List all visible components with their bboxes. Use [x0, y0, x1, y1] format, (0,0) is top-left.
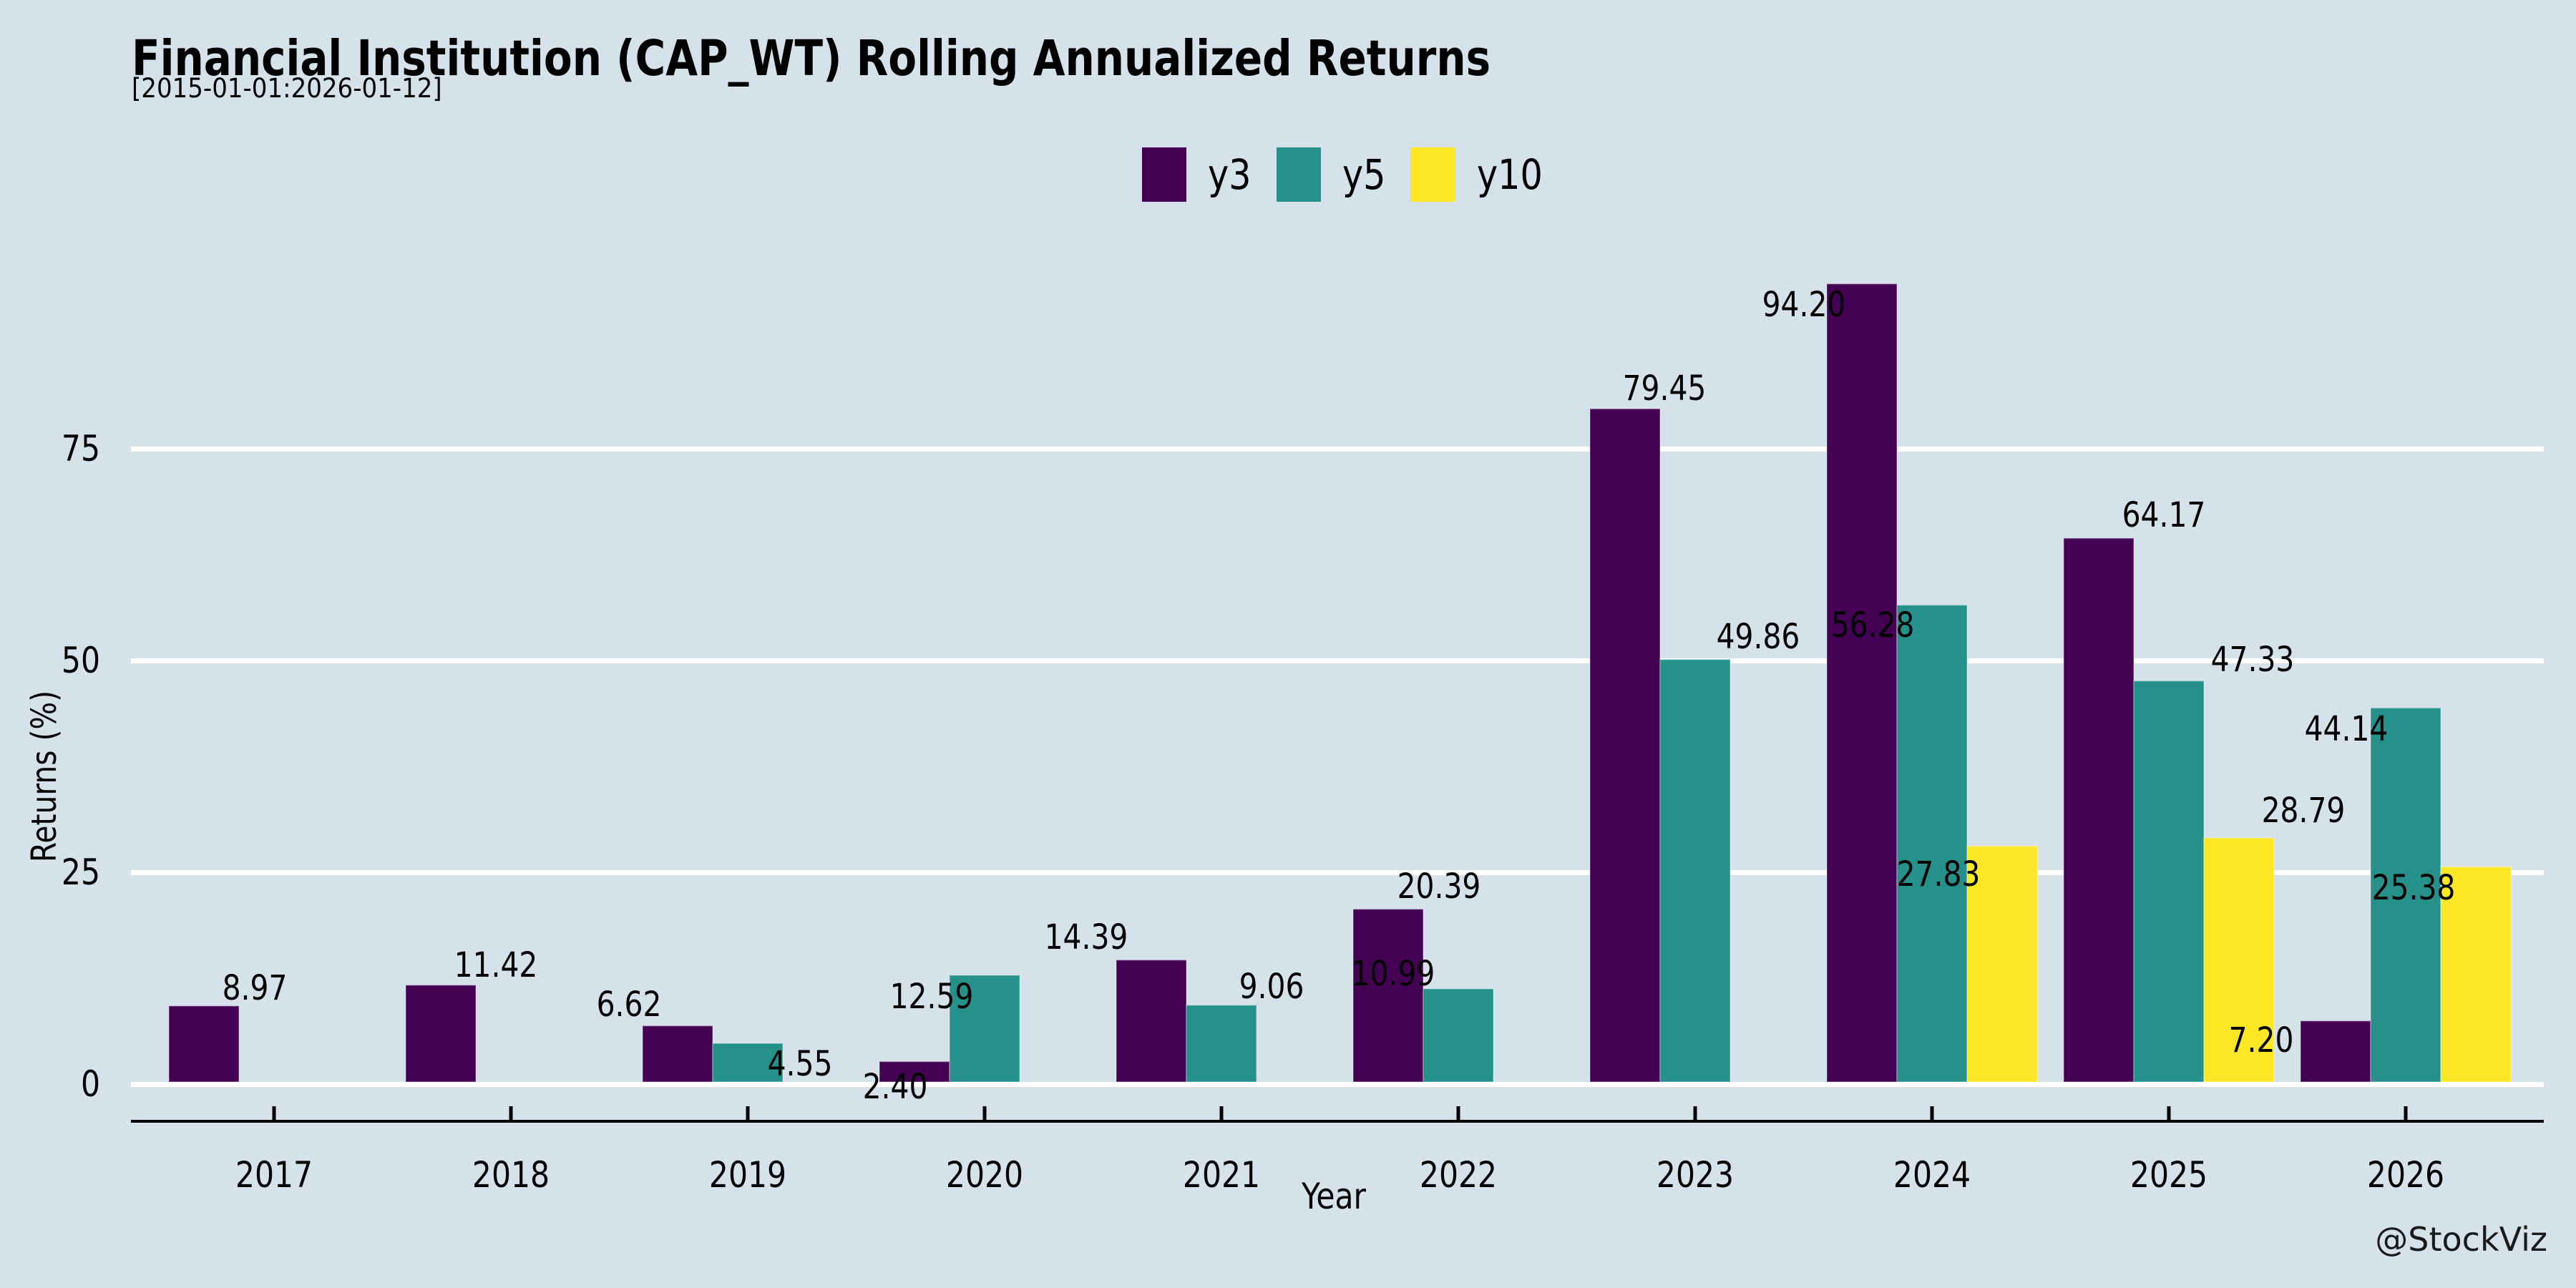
- legend-label-y3: y3: [1208, 150, 1252, 199]
- y-tick-label-25: 25: [61, 852, 100, 893]
- x-tick-label-2020: 2020: [945, 1154, 1024, 1196]
- chart-title: Financial Institution (CAP_WT) Rolling A…: [132, 30, 1491, 87]
- x-axis-tick-2019: [746, 1106, 750, 1120]
- value-label-y5-2022: 10.99: [1351, 953, 1435, 994]
- value-label-y3-2021: 14.39: [1044, 917, 1128, 957]
- x-axis-tick-2026: [2404, 1106, 2408, 1120]
- value-label-y10-2025: 28.79: [2261, 791, 2346, 831]
- x-tick-label-2026: 2026: [2366, 1154, 2445, 1196]
- bar-y3-2026: [2300, 1020, 2371, 1083]
- x-axis-title: Year: [1302, 1176, 1366, 1217]
- bar-y3-2025: [2063, 537, 2135, 1083]
- bar-y10-2024: [1966, 845, 2038, 1083]
- x-axis-tick-2017: [272, 1106, 276, 1120]
- x-tick-label-2021: 2021: [1182, 1154, 1261, 1196]
- x-tick-label-2022: 2022: [1419, 1154, 1498, 1196]
- legend-swatch-y10: [1410, 147, 1455, 202]
- bar-y3-2021: [1116, 959, 1187, 1083]
- bar-y5-2025: [2133, 680, 2205, 1083]
- bar-y10-2026: [2440, 866, 2512, 1083]
- bar-y3-2019: [642, 1025, 713, 1083]
- bar-y3-2017: [168, 1005, 240, 1083]
- gridline-0: [131, 1082, 2544, 1087]
- bar-y5-2023: [1659, 658, 1731, 1083]
- bar-y5-2024: [1896, 604, 1968, 1083]
- y-tick-label-0: 0: [80, 1063, 100, 1105]
- bar-y5-2026: [2370, 707, 2441, 1083]
- value-label-y5-2023: 49.86: [1716, 616, 1800, 657]
- value-label-y3-2018: 11.42: [454, 945, 538, 985]
- bar-y3-2020: [879, 1060, 950, 1083]
- bar-y3-2018: [405, 984, 477, 1083]
- bar-y3-2022: [1352, 908, 1424, 1083]
- x-tick-label-2017: 2017: [235, 1154, 313, 1196]
- y-tick-label-50: 50: [61, 640, 100, 681]
- bar-y10-2025: [2203, 837, 2275, 1083]
- value-label-y3-2026: 7.20: [2228, 1020, 2294, 1060]
- value-label-y3-2022: 20.39: [1397, 866, 1481, 907]
- bar-y3-2024: [1826, 283, 1898, 1083]
- value-label-y3-2023: 79.45: [1622, 369, 1707, 409]
- x-axis-tick-2023: [1693, 1106, 1697, 1120]
- legend-label-y10: y10: [1477, 150, 1543, 199]
- x-axis-tick-2021: [1219, 1106, 1224, 1120]
- x-tick-label-2024: 2024: [1893, 1154, 1971, 1196]
- x-axis-tick-2020: [982, 1106, 987, 1120]
- bar-y5-2019: [712, 1043, 784, 1083]
- x-axis-tick-2018: [509, 1106, 513, 1120]
- value-label-y10-2024: 27.83: [1896, 854, 1981, 895]
- x-tick-label-2025: 2025: [2129, 1154, 2208, 1196]
- x-axis-tick-2024: [1930, 1106, 1934, 1120]
- x-tick-label-2018: 2018: [472, 1154, 550, 1196]
- x-axis-line: [131, 1120, 2544, 1123]
- value-label-y5-2021: 9.06: [1239, 966, 1304, 1007]
- value-label-y3-2020: 2.40: [862, 1066, 928, 1107]
- bar-y5-2021: [1186, 1004, 1257, 1083]
- gridline-25: [131, 870, 2544, 875]
- chart-subtitle: [2015-01-01:2026-01-12]: [132, 73, 442, 104]
- value-label-y3-2019: 6.62: [596, 984, 662, 1025]
- value-label-y3-2024: 94.20: [1762, 284, 1846, 325]
- bar-y5-2020: [949, 974, 1020, 1083]
- value-label-y3-2017: 8.97: [222, 967, 288, 1008]
- gridline-50: [131, 658, 2544, 663]
- value-label-y5-2025: 47.33: [2210, 639, 2295, 680]
- legend-swatch-y3: [1142, 147, 1186, 202]
- value-label-y5-2020: 12.59: [889, 976, 974, 1017]
- value-label-y5-2019: 4.55: [767, 1044, 833, 1085]
- watermark: @StockViz: [2375, 1220, 2547, 1259]
- x-tick-label-2023: 2023: [1656, 1154, 1735, 1196]
- value-label-y5-2026: 44.14: [2304, 709, 2389, 750]
- value-label-y3-2025: 64.17: [2122, 495, 2206, 536]
- bar-y5-2022: [1423, 987, 1494, 1083]
- x-axis-tick-2025: [2167, 1106, 2171, 1120]
- y-axis-title: Returns (%): [24, 690, 64, 863]
- legend-swatch-y5: [1277, 147, 1321, 202]
- x-tick-label-2019: 2019: [708, 1154, 787, 1196]
- value-label-y10-2026: 25.38: [2371, 867, 2456, 908]
- gridline-75: [131, 447, 2544, 452]
- y-tick-label-75: 75: [61, 428, 100, 469]
- bar-y3-2023: [1589, 408, 1661, 1083]
- x-axis-tick-2022: [1456, 1106, 1460, 1120]
- legend-label-y5: y5: [1342, 150, 1386, 199]
- value-label-y5-2024: 56.28: [1830, 605, 1915, 645]
